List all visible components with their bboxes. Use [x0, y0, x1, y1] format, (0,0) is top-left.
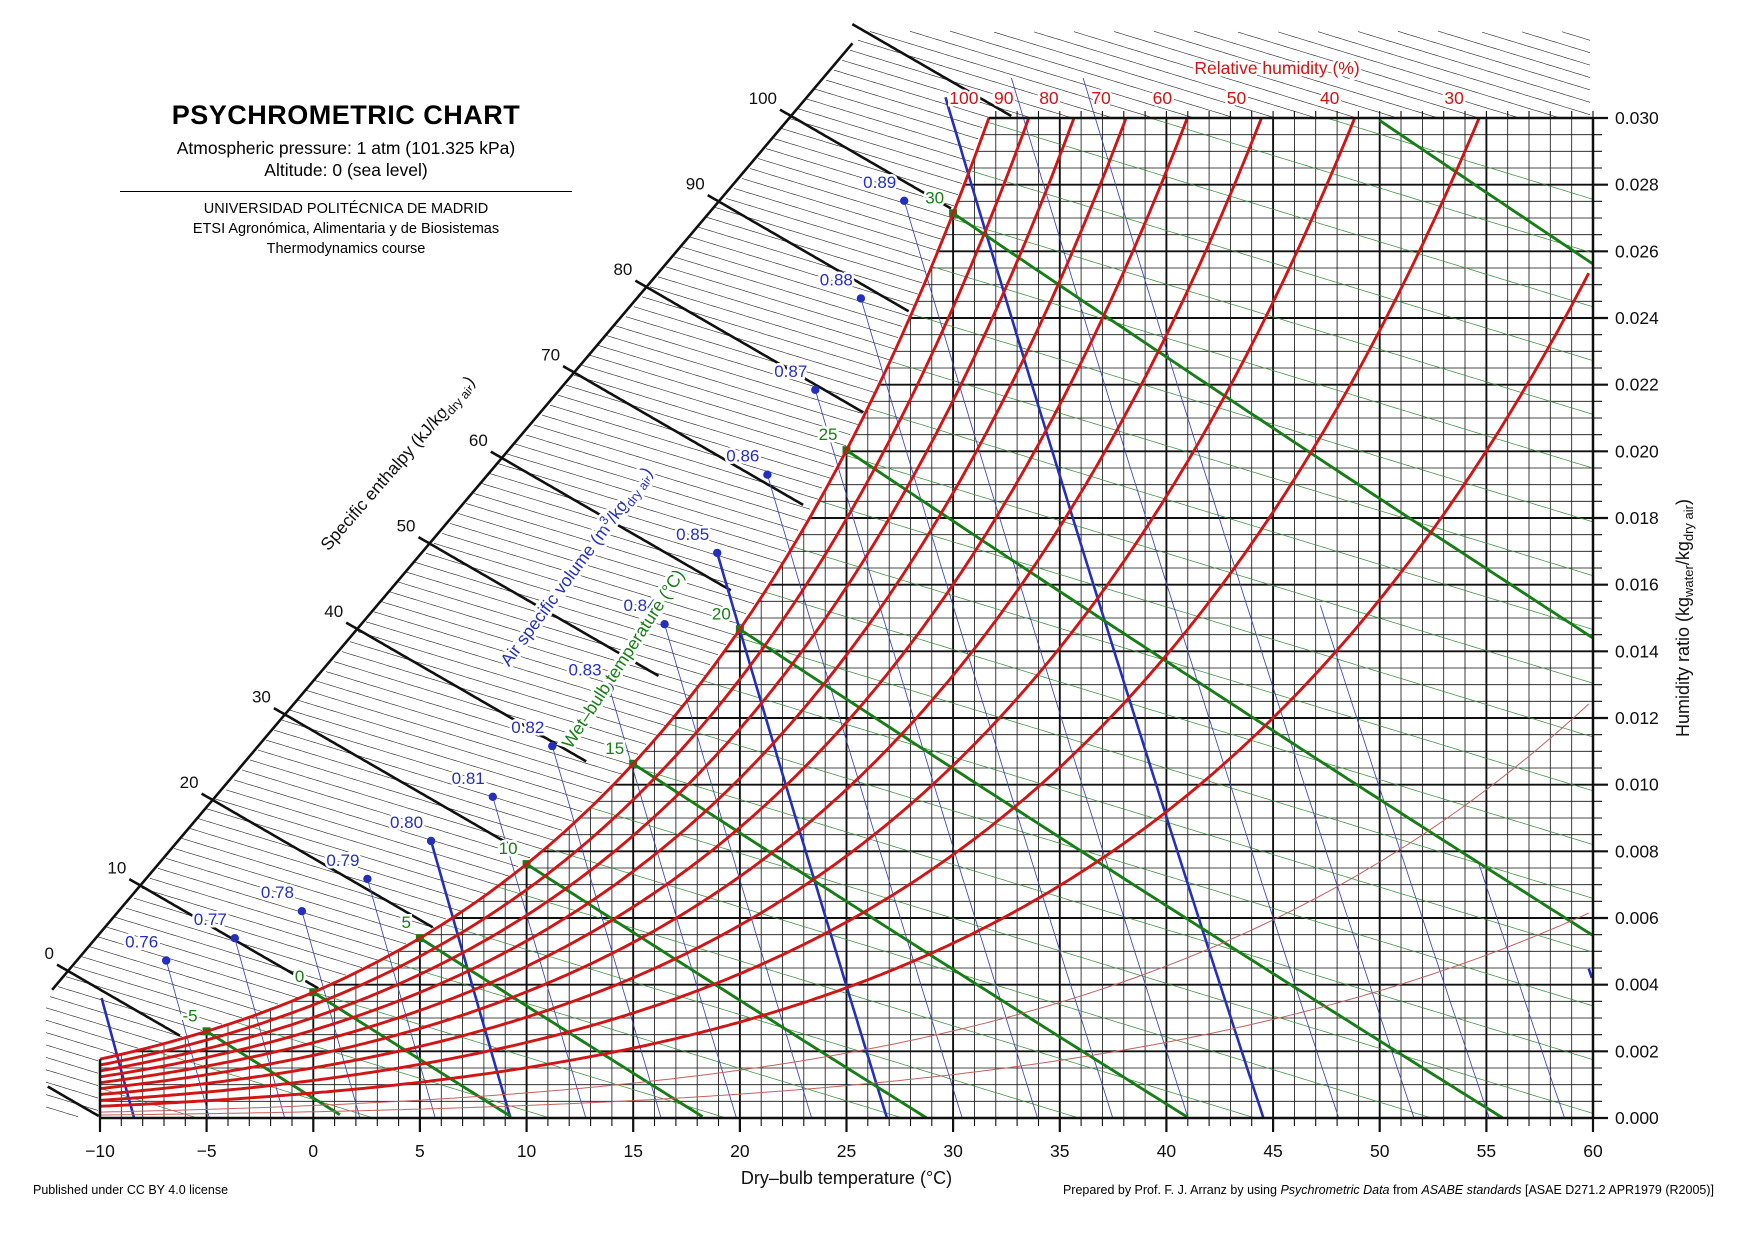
org-school: ETSI Agronómica, Alimentaria y de Biosis…	[192, 221, 500, 238]
svg-text:0.79: 0.79	[326, 851, 359, 870]
svg-text:0.83: 0.83	[568, 661, 601, 680]
svg-text:30: 30	[943, 1141, 963, 1161]
x-axis-title: Dry–bulb temperature (°C)	[738, 1166, 954, 1191]
svg-text:60: 60	[1583, 1141, 1603, 1161]
svg-text:15: 15	[623, 1141, 642, 1161]
relative-humidity-curves	[99, 117, 1590, 1116]
svg-text:80: 80	[1039, 88, 1059, 108]
svg-text:60: 60	[1153, 88, 1173, 108]
svg-text:0.78: 0.78	[261, 883, 294, 902]
svg-text:30: 30	[925, 188, 944, 207]
svg-text:0.004: 0.004	[1615, 975, 1659, 995]
svg-text:45: 45	[1263, 1141, 1282, 1161]
svg-text:0: 0	[295, 967, 304, 986]
svg-text:10: 10	[517, 1141, 537, 1161]
svg-text:0.022: 0.022	[1615, 375, 1659, 395]
svg-text:0: 0	[308, 1141, 318, 1161]
svg-text:Humidity ratio (kgwater/kgdry: Humidity ratio (kgwater/kgdry air)	[1673, 499, 1696, 737]
svg-text:0.84: 0.84	[623, 596, 656, 615]
svg-text:0.008: 0.008	[1615, 841, 1659, 861]
svg-text:30: 30	[252, 688, 271, 707]
pressure-note: Atmospheric pressure: 1 atm (101.325 kPa…	[176, 138, 516, 158]
enthalpy-axis	[47, 22, 1012, 1118]
svg-text:40: 40	[1157, 1141, 1177, 1161]
title-block: PSYCHROMETRIC CHART Atmospheric pressure…	[118, 100, 574, 260]
svg-text:90: 90	[994, 88, 1014, 108]
svg-text:55: 55	[1477, 1141, 1496, 1161]
svg-text:0.002: 0.002	[1615, 1041, 1659, 1061]
org-university: UNIVERSIDAD POLITÉCNICA DE MADRID	[203, 201, 489, 217]
svg-text:0.86: 0.86	[726, 447, 759, 466]
svg-text:70: 70	[1091, 88, 1111, 108]
svg-text:0.018: 0.018	[1615, 508, 1659, 528]
svg-text:0.000: 0.000	[1615, 1108, 1659, 1128]
svg-text:90: 90	[686, 175, 705, 194]
page-title: PSYCHROMETRIC CHART	[171, 100, 521, 130]
svg-text:5: 5	[401, 913, 410, 932]
svg-text:-5: -5	[183, 1006, 198, 1025]
svg-text:70: 70	[541, 346, 560, 365]
svg-text:10: 10	[499, 839, 518, 858]
svg-text:20: 20	[730, 1141, 750, 1161]
svg-text:10: 10	[107, 859, 126, 878]
svg-text:Dry–bulb temperature (°C): Dry–bulb temperature (°C)	[741, 1168, 952, 1188]
svg-text:20: 20	[712, 604, 731, 623]
svg-text:0: 0	[45, 944, 54, 963]
svg-text:40: 40	[1320, 88, 1340, 108]
y-axis-title: Humidity ratio (kgwater/kgdry air)	[1673, 499, 1696, 737]
svg-text:50: 50	[397, 517, 416, 536]
svg-text:0.028: 0.028	[1615, 175, 1659, 195]
svg-text:25: 25	[819, 425, 838, 444]
relative-humidity-labels: 30 40 50 60 70 80 90 100 Relative humidity (%)	[947, 56, 1467, 111]
svg-text:0.85: 0.85	[676, 525, 709, 544]
specific-volume-labels: 0.76 0.77 0.78 0.79 0.80 0.81 0.82 0.83 0.84 0.85…	[123, 170, 909, 965]
svg-text:0.81: 0.81	[452, 769, 485, 788]
svg-text:50: 50	[1370, 1141, 1390, 1161]
axis-tick-labels: −10 −5 0 5 10 15 20 25 30 35 40 45 50 55 600.0000.0020…	[83, 106, 1662, 1164]
svg-text:0.016: 0.016	[1615, 575, 1659, 595]
svg-text:15: 15	[605, 739, 624, 758]
svg-text:25: 25	[837, 1141, 856, 1161]
svg-text:100: 100	[749, 89, 777, 108]
svg-text:0.006: 0.006	[1615, 908, 1659, 928]
svg-text:50: 50	[1227, 88, 1247, 108]
svg-text:0.024: 0.024	[1615, 308, 1659, 328]
svg-text:30: 30	[1444, 88, 1464, 108]
svg-text:20: 20	[180, 773, 199, 792]
svg-text:0.014: 0.014	[1615, 641, 1659, 661]
svg-text:0.012: 0.012	[1615, 708, 1659, 728]
svg-text:−10: −10	[85, 1141, 115, 1161]
hatch-lines	[45, 30, 1591, 1117]
svg-text:0.87: 0.87	[774, 362, 807, 381]
svg-text:0.76: 0.76	[125, 932, 158, 951]
svg-text:0.026: 0.026	[1615, 241, 1659, 261]
svg-text:0.77: 0.77	[194, 910, 227, 929]
title-divider	[120, 191, 572, 192]
credits-note: Prepared by Prof. F. J. Arranz by using …	[1062, 1183, 1714, 1197]
svg-text:35: 35	[1050, 1141, 1069, 1161]
svg-text:−5: −5	[197, 1141, 217, 1161]
enthalpy-tick-labels: 0 10 20 30 40 50 60 70 80 90 100	[42, 87, 779, 966]
org-course: Thermodynamics course	[266, 241, 426, 258]
svg-text:80: 80	[613, 260, 632, 279]
svg-text:40: 40	[324, 602, 343, 621]
svg-text:100: 100	[949, 88, 978, 108]
svg-text:0.020: 0.020	[1615, 441, 1659, 461]
svg-text:60: 60	[469, 431, 488, 450]
svg-text:0.82: 0.82	[511, 718, 544, 737]
svg-text:0.89: 0.89	[863, 173, 896, 192]
svg-text:0.010: 0.010	[1615, 775, 1659, 795]
svg-text:0.030: 0.030	[1615, 108, 1659, 128]
svg-text:0.80: 0.80	[390, 813, 423, 832]
altitude-note: Altitude: 0 (sea level)	[264, 160, 428, 180]
svg-text:Relative humidity (%): Relative humidity (%)	[1194, 58, 1359, 78]
license-note: Published under CC BY 4.0 license	[33, 1183, 229, 1197]
wet-bulb-labels: -5 0 5 10 15 20 25 30	[180, 186, 958, 1036]
svg-text:0.88: 0.88	[820, 270, 853, 289]
axis-ticks	[98, 111, 1608, 1132]
svg-text:5: 5	[415, 1141, 425, 1161]
